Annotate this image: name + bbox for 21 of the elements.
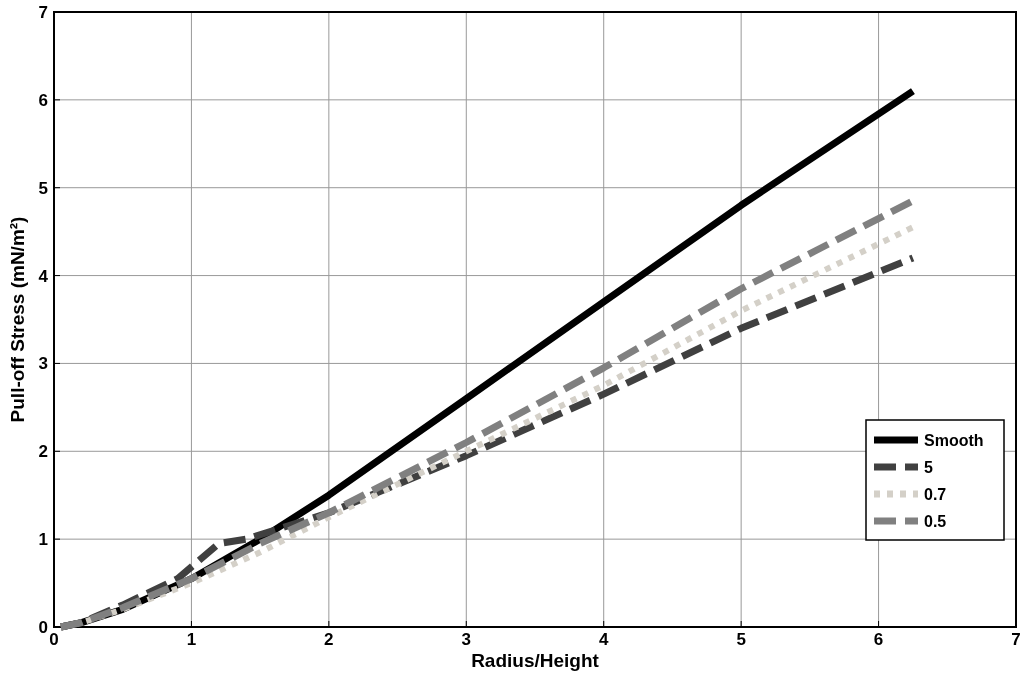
- y-tick-label: 1: [38, 530, 48, 550]
- y-tick-label: 6: [38, 90, 48, 110]
- x-tick-label: 4: [598, 630, 609, 649]
- y-tick-label: 2: [38, 442, 48, 462]
- x-tick-label: 6: [873, 630, 884, 649]
- legend-label: 5: [924, 459, 933, 476]
- x-axis-title: Radius/Height: [471, 650, 600, 671]
- x-tick-label: 3: [461, 630, 472, 649]
- x-tick-label: 7: [1011, 630, 1021, 649]
- y-tick-label: 4: [38, 266, 49, 286]
- y-tick-label: 3: [38, 354, 48, 374]
- legend-label: 0.5: [924, 513, 947, 530]
- x-tick-label: 2: [324, 630, 334, 649]
- y-tick-label: 5: [38, 178, 48, 198]
- x-tick-label: 5: [736, 630, 746, 649]
- legend-label: Smooth: [924, 432, 984, 449]
- y-axis-title: Pull-off Stress (mN/m²): [7, 216, 28, 423]
- x-tick-label: 1: [186, 630, 197, 649]
- legend-label: 0.7: [924, 486, 947, 503]
- y-tick-label: 0: [38, 618, 48, 637]
- y-tick-label: 7: [38, 3, 48, 22]
